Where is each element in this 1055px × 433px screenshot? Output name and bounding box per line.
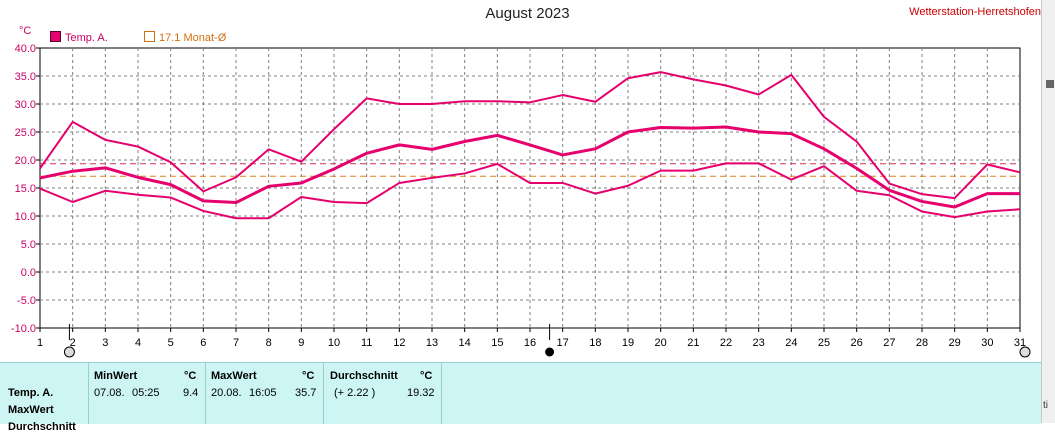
stats-max-date: 20.08. (211, 387, 242, 399)
legend-item-temp[interactable]: Temp. A. (50, 31, 108, 44)
x-tick-label: 13 (426, 337, 438, 349)
x-tick-label: 2 (70, 337, 76, 349)
x-tick-label: 17 (557, 337, 569, 349)
side-panel-edge: ti (1041, 362, 1055, 423)
stats-row-label-temp: Temp. A. (8, 387, 54, 399)
stats-min-date: 07.08. (94, 387, 125, 399)
x-tick-label: 19 (622, 337, 634, 349)
x-tick-label: 10 (328, 337, 340, 349)
chart-title: August 2023 (485, 5, 570, 22)
y-tick-label: 30.0 (15, 99, 36, 111)
side-panel-text: ti (1043, 400, 1048, 411)
stats-max-header: MaxWert (211, 370, 257, 382)
stats-min-value: 9.4 (183, 387, 199, 399)
series-line-temp (39, 125, 1020, 209)
y-tick-label: 20.0 (15, 155, 36, 167)
legend-swatch-filled-icon (50, 31, 61, 42)
x-tick-label: 20 (655, 337, 667, 349)
stats-max-unit: °C (302, 370, 315, 382)
current-day-handle-icon[interactable] (545, 347, 555, 357)
x-tick-label: 15 (491, 337, 503, 349)
x-tick-label: 3 (102, 337, 108, 349)
range-end-handle-icon[interactable] (1019, 346, 1031, 358)
x-tick-label: 28 (916, 337, 928, 349)
x-tick-label: 6 (200, 337, 206, 349)
legend-label-temp: Temp. A. (65, 32, 108, 44)
x-tick-label: 30 (981, 337, 993, 349)
x-tick-label: 27 (883, 337, 895, 349)
y-tick-label: -10.0 (11, 323, 36, 335)
x-tick-label: 25 (818, 337, 830, 349)
x-tick-label: 9 (298, 337, 304, 349)
legend-swatch-empty-icon (144, 31, 155, 42)
legend-item-month-avg[interactable]: 17.1 Monat-Ø (144, 31, 226, 44)
legend-label-month-avg: 17.1 Monat-Ø (159, 32, 227, 44)
stats-row-label-max: MaxWert (8, 404, 54, 416)
x-tick-label: 14 (459, 337, 471, 349)
y-tick-label: 5.0 (21, 239, 36, 251)
stats-avg-column: Durchschnitt °C (+ 2.22 ) 19.32 (323, 363, 442, 424)
x-tick-label: 21 (687, 337, 699, 349)
y-tick-label: 25.0 (15, 127, 36, 139)
stats-avg-unit: °C (420, 370, 433, 382)
x-tick-label: 26 (851, 337, 863, 349)
stats-max-time: 16:05 (249, 387, 277, 399)
x-tick-label: 18 (589, 337, 601, 349)
y-tick-label: 40.0 (15, 43, 36, 55)
stats-min-unit: °C (184, 370, 197, 382)
y-axis-unit: °C (19, 25, 32, 37)
stats-min-header: MinWert (94, 370, 138, 382)
x-tick-label: 29 (949, 337, 961, 349)
stats-min-column: MinWert °C 07.08. 05:25 9.4 (88, 363, 206, 424)
y-tick-label: -5.0 (17, 295, 36, 307)
x-tick-label: 23 (753, 337, 765, 349)
temperature-chart: 40.0 35.0 30.0 25.0 20.0 15.0 10.0 5.0 0.0 -5.0 -1… (11, 43, 1031, 358)
x-tick-label: 1 (37, 337, 43, 349)
y-tick-label: 35.0 (15, 71, 36, 83)
stats-avg-delta: (+ 2.22 ) (334, 387, 376, 399)
x-tick-label: 4 (135, 337, 141, 349)
series-line-max (39, 71, 1021, 200)
x-tick-label: 31 (1014, 337, 1026, 349)
stats-avg-value: 19.32 (407, 387, 435, 399)
scroll-thumb-icon[interactable] (1046, 80, 1054, 88)
stats-max-column: MaxWert °C 20.08. 16:05 35.7 (205, 363, 324, 424)
series-line-min (39, 162, 1021, 220)
x-tick-label: 16 (524, 337, 536, 349)
stats-min-time: 05:25 (132, 387, 160, 399)
y-tick-label: 10.0 (15, 211, 36, 223)
x-tick-label: 11 (361, 337, 372, 349)
x-tick-label: 12 (393, 337, 405, 349)
x-tick-label: 7 (233, 337, 239, 349)
stats-avg-header: Durchschnitt (330, 370, 398, 382)
stats-max-value: 35.7 (295, 387, 317, 399)
vertical-scrollbar[interactable] (1041, 0, 1055, 362)
x-tick-label: 22 (720, 337, 732, 349)
x-tick-label: 8 (266, 337, 272, 349)
range-start-handle-icon[interactable] (63, 346, 75, 358)
y-tick-label: 0.0 (21, 267, 36, 279)
x-tick-label: 24 (785, 337, 797, 349)
y-tick-label: 15.0 (15, 183, 36, 195)
stats-label-column: Temp. A. MaxWert Durchschnitt (0, 363, 89, 433)
x-tick-label: 5 (168, 337, 174, 349)
station-name: Wetterstation-Herretshofen (909, 6, 1041, 18)
statistics-panel: Temp. A. MaxWert Durchschnitt MinWert °C… (0, 362, 1041, 433)
